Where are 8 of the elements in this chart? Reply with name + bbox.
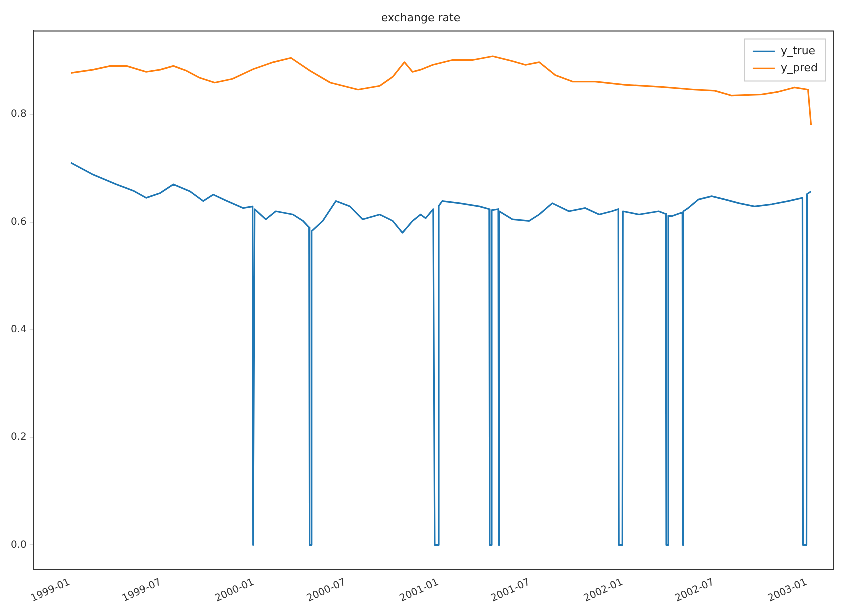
y-tick-label: 0.8 [10, 109, 27, 120]
legend-label: y_true [780, 44, 816, 58]
chart-title: exchange rate [381, 11, 461, 24]
y-tick-label: 0.2 [10, 432, 27, 444]
y-tick-label: 0.0 [10, 540, 27, 551]
legend-label: y_pred [780, 62, 818, 75]
y-tick-label: 0.6 [10, 216, 27, 228]
y-tick-label: 0.4 [10, 324, 27, 336]
